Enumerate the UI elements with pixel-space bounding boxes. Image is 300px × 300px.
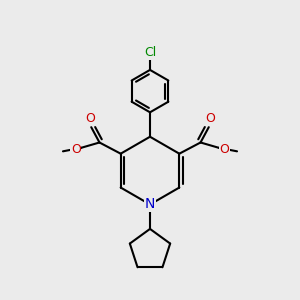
Text: O: O xyxy=(71,143,81,156)
Text: O: O xyxy=(219,143,229,156)
Text: O: O xyxy=(205,112,215,125)
Text: Cl: Cl xyxy=(144,46,156,59)
Text: O: O xyxy=(85,112,95,125)
Text: N: N xyxy=(145,197,155,212)
